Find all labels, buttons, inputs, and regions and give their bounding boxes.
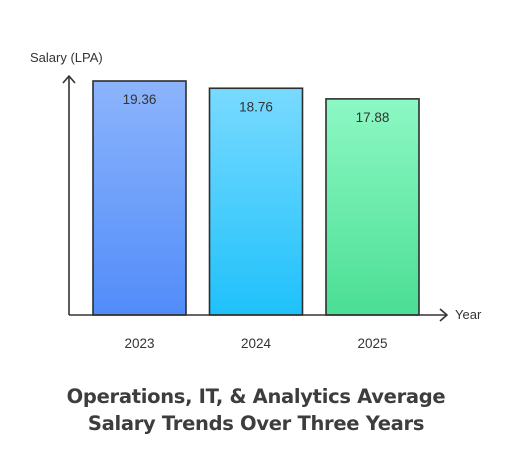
x-tick-label-2023: 2023: [124, 336, 154, 351]
x-axis-label: Year: [455, 307, 482, 322]
y-axis-label: Salary (LPA): [30, 50, 103, 65]
bar-value-label-2025: 17.88: [356, 110, 390, 125]
x-axis-arrow: [439, 308, 448, 322]
y-axis-arrow: [62, 75, 76, 84]
x-tick-label-2024: 2024: [241, 336, 272, 351]
bars-group: 19.36 18.76 17.88: [92, 80, 420, 316]
bar-value-label-2023: 19.36: [123, 92, 157, 107]
chart-title-line-1: Operations, IT, & Analytics Average: [66, 385, 446, 408]
chart-title: Operations, IT, & Analytics Average Sala…: [0, 383, 512, 437]
chart-title-line-2: Salary Trends Over Three Years: [87, 412, 425, 435]
bar-value-label-2024: 18.76: [239, 99, 273, 114]
x-tick-labels: 2023 2024 2025: [124, 336, 387, 351]
bar-2023: [92, 80, 187, 316]
bar-2025: [325, 98, 420, 316]
bar-2024: [208, 87, 304, 316]
x-tick-label-2025: 2025: [357, 336, 387, 351]
